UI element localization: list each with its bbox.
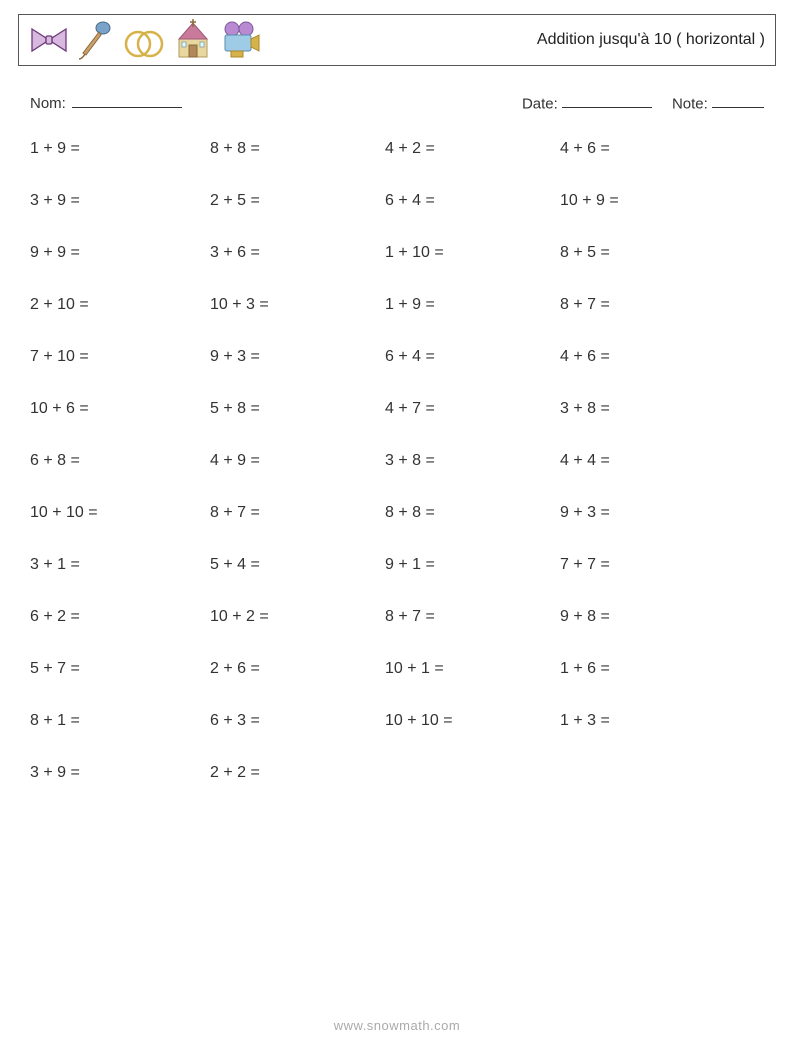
page-title: Addition jusqu'à 10 ( horizontal ): [537, 31, 765, 49]
problem-cell: 4 + 9 =: [210, 452, 385, 470]
problem-cell: 6 + 2 =: [30, 608, 210, 626]
problem-cell: 3 + 8 =: [560, 400, 735, 418]
problem-cell: 1 + 9 =: [30, 140, 210, 158]
problem-cell: 8 + 1 =: [30, 712, 210, 730]
problem-cell: 1 + 9 =: [385, 296, 560, 314]
problem-cell: 5 + 7 =: [30, 660, 210, 678]
rings-icon: [121, 20, 167, 60]
bowtie-icon: [29, 23, 69, 57]
problem-cell: 9 + 8 =: [560, 608, 735, 626]
problem-cell: 1 + 3 =: [560, 712, 735, 730]
problem-cell: 8 + 7 =: [210, 504, 385, 522]
problem-cell: 4 + 4 =: [560, 452, 735, 470]
problem-cell: 8 + 5 =: [560, 244, 735, 262]
problem-cell: 3 + 9 =: [30, 764, 210, 782]
footer-text: www.snowmath.com: [0, 1018, 794, 1033]
camera-icon: [219, 19, 261, 61]
header-icons: [29, 19, 261, 61]
problem-cell: 3 + 6 =: [210, 244, 385, 262]
problem-cell: 6 + 4 =: [385, 192, 560, 210]
problem-cell: [385, 764, 560, 782]
info-row: Nom: Date: Note:: [18, 94, 776, 112]
problem-cell: 10 + 1 =: [385, 660, 560, 678]
problem-cell: 3 + 9 =: [30, 192, 210, 210]
problem-cell: 5 + 4 =: [210, 556, 385, 574]
problem-cell: 9 + 9 =: [30, 244, 210, 262]
problem-cell: 4 + 6 =: [560, 140, 735, 158]
problem-cell: 10 + 9 =: [560, 192, 735, 210]
problem-cell: 3 + 8 =: [385, 452, 560, 470]
problem-cell: 2 + 10 =: [30, 296, 210, 314]
problem-cell: 5 + 8 =: [210, 400, 385, 418]
problem-cell: 8 + 7 =: [385, 608, 560, 626]
problem-cell: 10 + 10 =: [385, 712, 560, 730]
problem-cell: 8 + 7 =: [560, 296, 735, 314]
name-blank[interactable]: [72, 94, 182, 108]
problem-cell: 10 + 10 =: [30, 504, 210, 522]
problem-cell: 9 + 1 =: [385, 556, 560, 574]
problem-cell: 8 + 8 =: [210, 140, 385, 158]
note-label: Note:: [672, 95, 708, 112]
problem-cell: 10 + 3 =: [210, 296, 385, 314]
problem-cell: 6 + 3 =: [210, 712, 385, 730]
problem-cell: 3 + 1 =: [30, 556, 210, 574]
note-blank[interactable]: [712, 94, 764, 108]
microphone-icon: [75, 19, 115, 61]
problem-cell: 7 + 10 =: [30, 348, 210, 366]
problem-cell: 2 + 5 =: [210, 192, 385, 210]
problem-cell: 1 + 10 =: [385, 244, 560, 262]
problem-cell: 2 + 6 =: [210, 660, 385, 678]
problem-cell: 4 + 6 =: [560, 348, 735, 366]
problem-cell: 4 + 2 =: [385, 140, 560, 158]
problem-cell: 2 + 2 =: [210, 764, 385, 782]
problem-cell: 8 + 8 =: [385, 504, 560, 522]
problem-cell: 10 + 6 =: [30, 400, 210, 418]
problem-cell: 4 + 7 =: [385, 400, 560, 418]
church-icon: [173, 19, 213, 61]
name-label: Nom:: [30, 95, 66, 112]
date-label: Date:: [522, 95, 558, 112]
problem-cell: 9 + 3 =: [560, 504, 735, 522]
date-blank[interactable]: [562, 94, 652, 108]
problem-cell: 1 + 6 =: [560, 660, 735, 678]
problem-cell: 9 + 3 =: [210, 348, 385, 366]
problem-cell: 7 + 7 =: [560, 556, 735, 574]
problem-cell: 10 + 2 =: [210, 608, 385, 626]
problem-cell: 6 + 4 =: [385, 348, 560, 366]
problems-grid: 1 + 9 =8 + 8 =4 + 2 =4 + 6 =3 + 9 =2 + 5…: [18, 140, 776, 782]
header: Addition jusqu'à 10 ( horizontal ): [18, 14, 776, 66]
problem-cell: 6 + 8 =: [30, 452, 210, 470]
problem-cell: [560, 764, 735, 782]
